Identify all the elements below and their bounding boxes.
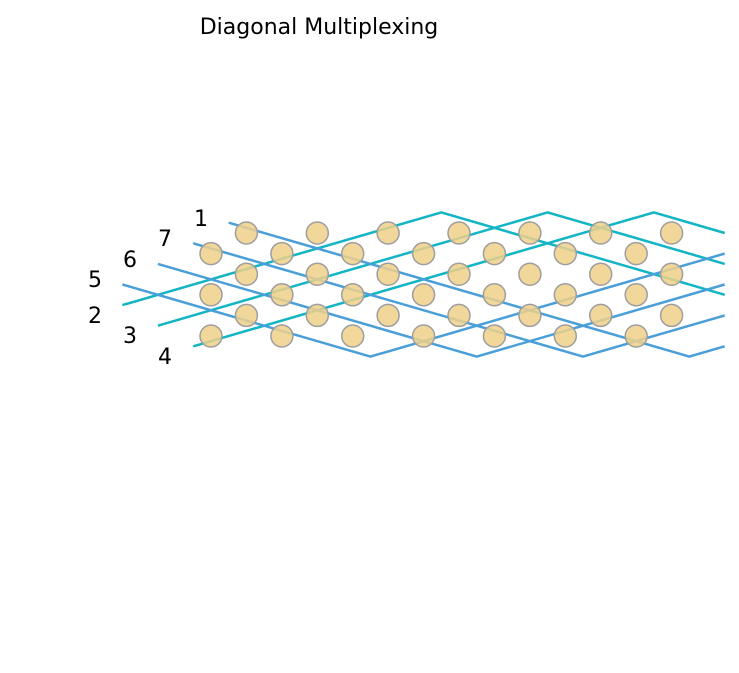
crossing-node: [270, 283, 294, 307]
crossing-node: [659, 262, 684, 286]
crossing-node: [553, 241, 578, 266]
crossing-node: [411, 283, 436, 307]
crossing-node: [411, 324, 436, 348]
crossing-node: [305, 221, 330, 245]
crossing-node: [376, 221, 400, 245]
crossing-node: [447, 262, 471, 286]
crossing-node: [340, 283, 365, 307]
crossing-node: [199, 324, 223, 348]
crossing-node: [624, 283, 648, 307]
node-layer: [199, 221, 684, 348]
crossing-node: [588, 303, 613, 328]
diagram-title: Diagonal Multiplexing: [200, 15, 439, 40]
crossing-node: [340, 324, 365, 348]
crossing-node: [376, 262, 400, 286]
wire-label-4: 4: [158, 345, 172, 370]
crossing-node: [659, 221, 684, 245]
wire-2: [122, 211, 726, 307]
crossing-node: [447, 221, 471, 245]
wire-label-3: 3: [123, 324, 137, 349]
crossing-node: [553, 324, 578, 348]
crossing-node: [518, 262, 542, 286]
wire-label-6: 6: [123, 248, 137, 273]
crossing-node: [518, 221, 542, 245]
crossing-node: [411, 241, 436, 266]
crossing-node: [234, 303, 259, 328]
crossing-node: [199, 283, 223, 307]
crossing-node: [270, 324, 294, 348]
wire-5: [122, 252, 726, 358]
crossing-node: [624, 241, 648, 266]
wire-labels: 1 7 6 5 2 3 4: [88, 207, 208, 370]
crossing-node: [553, 283, 578, 307]
crossing-node: [234, 221, 259, 245]
wire-label-2: 2: [88, 304, 102, 329]
crossing-node: [482, 283, 507, 307]
crossing-node: [234, 262, 259, 286]
crossing-node: [518, 303, 542, 328]
crossing-node: [340, 241, 365, 266]
wire-label-5: 5: [88, 268, 102, 293]
crossing-node: [199, 241, 223, 266]
crossing-node: [376, 303, 400, 328]
crossing-node: [270, 241, 294, 266]
crossing-node: [482, 241, 507, 266]
crossing-node: [482, 324, 507, 348]
crossing-node: [447, 303, 471, 328]
wire-6: [157, 262, 726, 358]
crossing-node: [588, 262, 613, 286]
crossing-node: [305, 303, 330, 328]
crossing-node: [305, 262, 330, 286]
wire-label-1: 1: [194, 207, 208, 232]
crossing-node: [624, 324, 648, 348]
wire-label-7: 7: [158, 227, 172, 252]
crossing-node: [659, 303, 684, 328]
crossing-node: [588, 221, 613, 245]
